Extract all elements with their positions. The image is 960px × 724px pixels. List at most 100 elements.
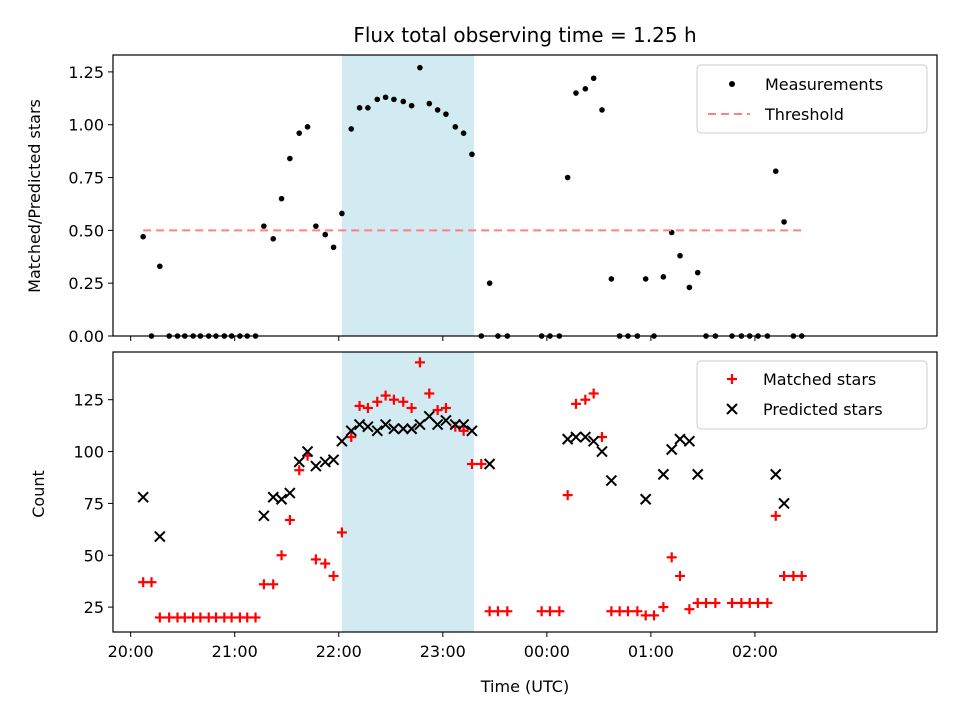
predicted-stars-point <box>353 418 366 431</box>
matched-stars-point <box>388 394 399 405</box>
legend-label-measurements: Measurements <box>765 75 883 94</box>
measurement-point <box>365 105 371 111</box>
top-x-ticks <box>130 336 756 341</box>
predicted-stars-point <box>778 497 790 510</box>
y-tick-label: 75 <box>84 494 104 513</box>
measurement-point <box>781 219 787 225</box>
measurement-point <box>686 284 693 291</box>
matched-stars-point <box>796 571 807 581</box>
matched-stars-point <box>380 390 391 401</box>
matched-stars-point <box>354 400 365 411</box>
matched-stars-point <box>570 398 581 409</box>
matched-stars-point <box>632 606 643 617</box>
predicted-stars-point <box>466 425 478 437</box>
matched-stars-point <box>406 403 417 413</box>
matched-stars-point <box>294 465 305 476</box>
x-tick-label: 21:00 <box>212 642 258 661</box>
measurement-point <box>582 86 589 92</box>
matched-stars-point <box>320 558 331 569</box>
matched-stars-point <box>727 597 738 608</box>
top-panel: Flux total observing time = 1.25 h 0.00 0… <box>25 23 938 346</box>
x-tick-label: 23:00 <box>420 642 466 661</box>
chart-title: Flux total observing time = 1.25 h <box>353 23 696 47</box>
x-tick-label: 02:00 <box>732 642 778 661</box>
measurement-point <box>694 269 701 276</box>
legend: Measurements Threshold <box>696 64 928 134</box>
measurement-point <box>677 252 683 259</box>
predicted-stars-point <box>683 435 696 447</box>
y-tick-label: 0.50 <box>68 221 104 240</box>
bottom-x-ticks: 20:00 21:00 22:00 23:00 00:00 01:00 02:00 <box>108 632 778 661</box>
predicted-stars-point <box>674 433 686 445</box>
predicted-stars-point <box>275 493 288 505</box>
matched-stars-point <box>779 571 790 581</box>
predicted-stars-point <box>665 443 678 456</box>
predicted-stars-point <box>310 460 322 472</box>
measurement-point <box>434 107 441 113</box>
measurement-point <box>157 263 163 270</box>
matched-stars-point <box>492 606 503 617</box>
measurement-point <box>261 223 267 229</box>
measurement-point <box>382 94 389 101</box>
measurement-point <box>339 210 345 217</box>
x-tick-label: 01:00 <box>628 642 674 661</box>
matched-stars-point <box>432 405 443 416</box>
top-y-ticks: 0.00 0.25 0.50 0.75 1.00 1.25 <box>68 63 113 346</box>
matched-stars-point <box>440 403 451 413</box>
measurement-point <box>486 280 493 286</box>
legend-marker-measurements <box>729 81 735 87</box>
predicted-stars-point <box>561 433 574 445</box>
measurement-point <box>642 276 649 282</box>
matched-stars-point <box>458 425 469 436</box>
matched-stars-point <box>146 577 157 588</box>
measurement-point <box>772 168 779 175</box>
measurement-point <box>304 124 311 130</box>
matched-stars-point <box>154 612 165 623</box>
matched-stars-point <box>762 597 773 608</box>
predicted-stars-point <box>293 456 305 468</box>
legend-marker-predicted <box>726 403 738 415</box>
matched-stars-point <box>284 515 295 525</box>
predicted-stars-point <box>605 474 618 487</box>
matched-stars-point <box>268 579 279 590</box>
legend-label-predicted: Predicted stars <box>763 400 883 419</box>
predicted-stars-point <box>397 423 409 435</box>
predicted-stars-point <box>379 418 392 431</box>
measurement-point <box>417 64 423 71</box>
matched-stars-point <box>649 610 660 621</box>
predicted-stars-point <box>639 493 652 505</box>
predicted-stars-point <box>137 491 149 503</box>
predicted-stars-point <box>267 491 279 503</box>
predicted-stars-point <box>345 425 357 437</box>
matched-stars-point <box>675 571 686 581</box>
matched-stars-point <box>554 606 565 617</box>
predicted-stars-point <box>691 468 704 481</box>
measurement-point <box>660 274 667 280</box>
predicted-stars-point <box>657 468 670 481</box>
matched-stars-point <box>544 606 555 617</box>
predicted-stars-point <box>587 435 600 447</box>
top-series <box>140 64 805 339</box>
matched-stars-point <box>666 552 677 563</box>
measurement-point <box>374 96 381 103</box>
matched-stars-point <box>414 357 425 368</box>
measurement-point <box>313 223 319 229</box>
y-tick-label: 100 <box>73 443 104 462</box>
matched-stars-point <box>502 606 513 617</box>
matched-stars-point <box>398 396 409 407</box>
legend-marker-matched <box>727 374 737 384</box>
matched-stars-point <box>250 612 261 623</box>
x-axis-label: Time (UTC) <box>480 677 569 696</box>
y-tick-label: 0.25 <box>68 274 104 293</box>
predicted-stars-point <box>431 418 444 431</box>
predicted-stars-point <box>327 454 340 466</box>
matched-stars-point <box>346 432 357 443</box>
matched-stars-point <box>476 459 487 469</box>
predicted-stars-point <box>483 458 496 470</box>
matched-stars-point <box>588 388 599 399</box>
y-tick-label: 0.00 <box>68 327 104 346</box>
predicted-stars-point <box>154 530 166 543</box>
x-tick-label: 20:00 <box>108 642 154 661</box>
measurement-point <box>564 174 571 181</box>
predicted-stars-point <box>301 445 314 458</box>
